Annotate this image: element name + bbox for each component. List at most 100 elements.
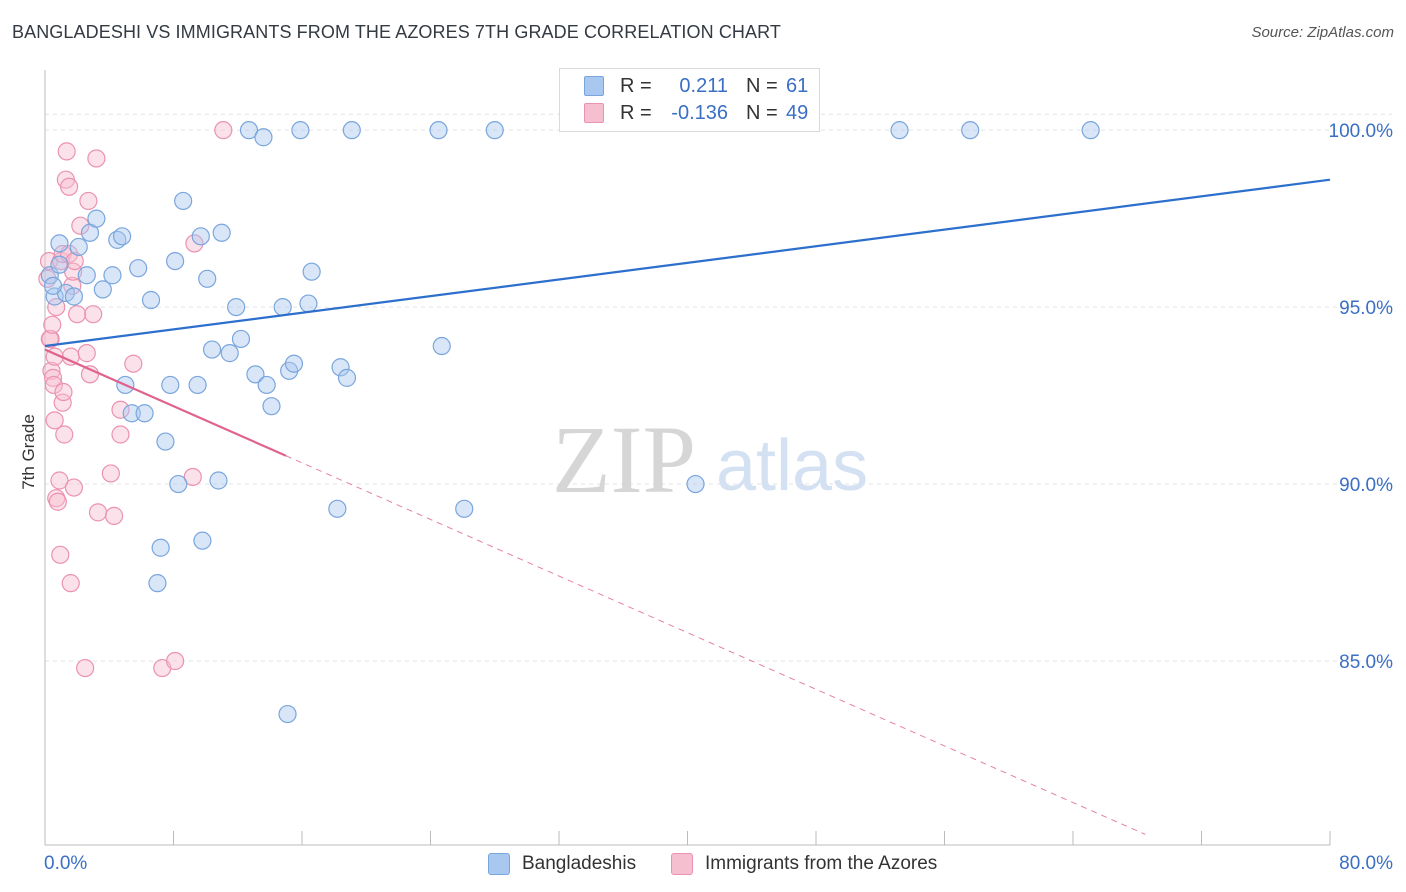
azores-point: [101, 464, 120, 483]
axes: [44, 70, 1331, 846]
bangladeshi-point: [337, 368, 357, 387]
azores-point: [124, 354, 143, 373]
legend-n-value: 61: [786, 74, 809, 97]
bangladeshi-point: [161, 375, 180, 395]
bangladeshi-point: [43, 276, 63, 295]
azores-point: [43, 368, 63, 387]
bangladeshi-point: [50, 234, 69, 253]
bangladeshi-point: [135, 404, 154, 423]
watermark-zip: ZIP: [552, 406, 696, 513]
azores-point: [64, 478, 84, 497]
bottom-legend-azores: Immigrants from the Azores: [671, 851, 937, 877]
bangladeshi-point: [193, 531, 212, 550]
chart-title: BANGLADESHI VS IMMIGRANTS FROM THE AZORE…: [12, 22, 782, 42]
bottom-legend-bangladeshis: Bangladeshis: [488, 851, 636, 877]
bangladeshi-point: [198, 269, 217, 288]
bangladeshi-point: [239, 121, 259, 140]
watermark: ZIP atlas: [552, 406, 868, 513]
bangladeshi-point: [262, 397, 281, 416]
legend-r-label: R =: [620, 74, 652, 97]
source-label: Source: ZipAtlas.com: [1251, 24, 1394, 41]
trend-lines: [44, 178, 1331, 835]
bangladeshi-point: [212, 223, 231, 242]
bangladeshi-point: [890, 121, 909, 140]
azores-point: [48, 492, 67, 511]
bangladeshi-point: [202, 340, 222, 359]
azores-point: [111, 400, 130, 419]
bangladeshi-point: [93, 280, 112, 299]
bangladeshi-point: [188, 375, 207, 395]
x-tick-label: 80.0%: [1339, 853, 1393, 874]
bangladeshi-point: [432, 336, 451, 356]
bottom-legend-swatch-pink: [671, 853, 693, 875]
legend-n-label: N =: [746, 101, 778, 124]
bangladeshi-point: [291, 121, 310, 140]
y-tick-label: 95.0%: [1339, 298, 1393, 319]
azores-point: [45, 411, 64, 430]
bangladeshi-point: [299, 294, 318, 313]
bangladeshi-point: [220, 344, 239, 363]
azores-point: [68, 305, 87, 324]
azores-trend-extension: [285, 455, 1146, 835]
bangladeshi-point: [166, 251, 185, 271]
bangladeshi-point: [122, 404, 141, 423]
azores-point: [42, 361, 61, 380]
bangladeshi-point: [156, 432, 175, 451]
azores-point: [79, 191, 98, 211]
bangladeshi-point: [112, 227, 132, 246]
azores-point: [77, 344, 96, 363]
bangladeshi-point: [50, 255, 69, 274]
legend-n-value: 49: [786, 101, 809, 124]
blue-points: [40, 121, 1100, 724]
azores-point: [50, 471, 69, 490]
bangladeshi-point: [686, 474, 705, 494]
azores-point: [61, 574, 80, 593]
bangladeshi-point: [174, 191, 193, 211]
azores-point: [43, 315, 62, 334]
bangladeshi-point: [302, 262, 321, 281]
bangladeshi-point: [209, 471, 228, 490]
bottom-legend-label: Immigrants from the Azores: [705, 853, 938, 874]
gridlines: [45, 113, 1392, 662]
bangladeshi-point: [455, 499, 474, 518]
y-tick-label: 90.0%: [1339, 475, 1393, 496]
legend-row-bangladeshis: R = 0.211 N = 61: [584, 73, 808, 99]
y-tick-label: 85.0%: [1339, 652, 1393, 673]
y-axis-label: 7th Grade: [19, 414, 38, 490]
bangladeshi-point: [278, 704, 297, 724]
bangladeshi-point: [87, 209, 106, 228]
bangladeshi-point: [328, 499, 347, 518]
bottom-legend-label: Bangladeshis: [522, 853, 637, 874]
bottom-legend-swatch-blue: [488, 853, 510, 875]
bangladeshi-point: [77, 266, 96, 285]
bangladeshi-point: [129, 259, 148, 278]
azores-point: [59, 177, 79, 196]
bangladeshi-point: [69, 237, 88, 257]
azores-point: [65, 251, 84, 271]
bangladeshi-point: [1081, 121, 1100, 140]
azores-point: [71, 216, 90, 235]
azores-point: [87, 149, 106, 168]
watermark-atlas: atlas: [716, 426, 868, 506]
bangladeshi-point: [64, 287, 84, 306]
legend-r-label: R =: [620, 101, 652, 124]
bangladeshi-point: [342, 121, 361, 140]
azores-point: [84, 305, 103, 324]
bangladeshi-point: [148, 574, 167, 593]
azores-point: [111, 425, 130, 444]
tick-labels: 85.0% 90.0% 95.0% 100.0% 0.0% 80.0%: [44, 121, 1393, 874]
azores-point: [57, 142, 76, 161]
legend-r-value: 0.211: [679, 74, 728, 97]
azores-point: [214, 121, 233, 140]
bangladeshi-point: [273, 298, 292, 317]
bangladeshi-trend-line: [44, 178, 1331, 348]
bangladeshi-point: [257, 375, 276, 395]
azores-point: [183, 467, 202, 487]
bangladeshi-point: [141, 290, 161, 310]
bangladeshi-point: [331, 358, 350, 377]
bangladeshi-point: [961, 121, 980, 140]
bangladeshi-point: [191, 227, 210, 246]
legend-swatch-blue: [584, 76, 604, 96]
azores-point: [51, 545, 70, 564]
